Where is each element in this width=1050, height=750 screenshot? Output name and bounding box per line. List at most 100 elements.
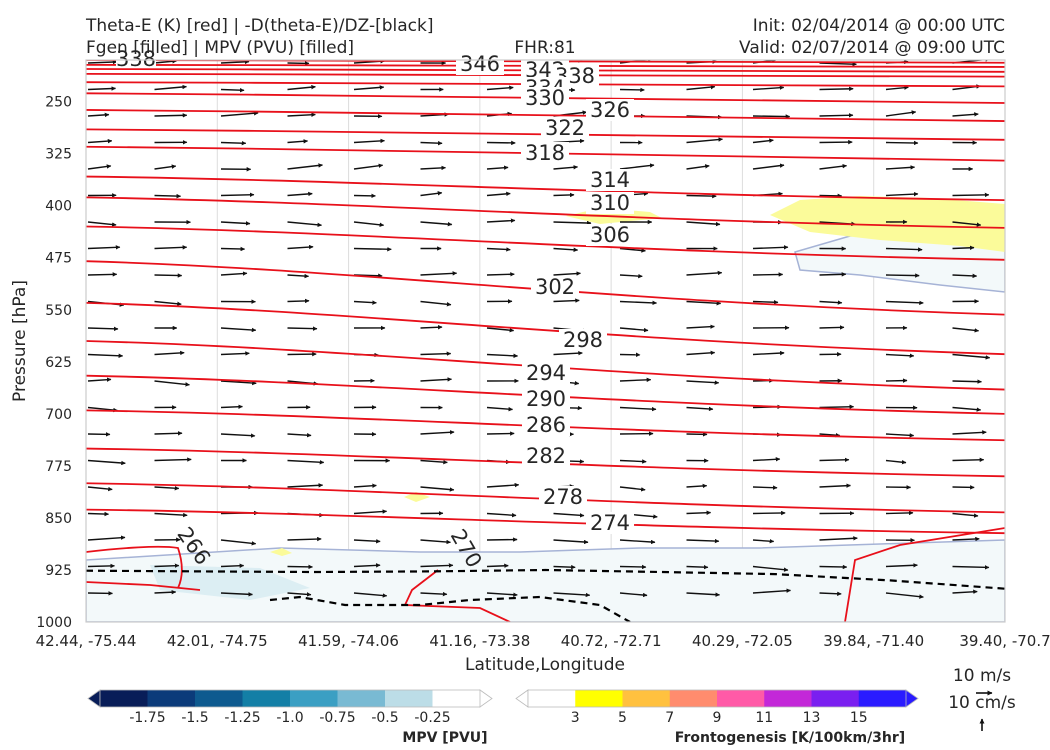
wind-vector (287, 191, 313, 197)
contour-label-bg (586, 169, 634, 191)
colorbar-tick-label: 13 (803, 710, 821, 726)
colorbar-tick-label: -1.75 (129, 710, 165, 726)
wind-vector (486, 327, 515, 333)
contour-label-bg (522, 362, 570, 384)
theta-e-contour (86, 374, 1005, 415)
wind-vector (420, 221, 453, 227)
wind-vector (353, 221, 385, 228)
theta-e-contour (86, 225, 1005, 261)
wind-vector (220, 221, 251, 226)
wind-vector (619, 592, 648, 598)
wind-vector (420, 430, 455, 435)
colorbar-outline (527, 689, 907, 708)
contour-label: 278 (543, 485, 583, 509)
contour-label-bg (541, 117, 589, 139)
wind-vector (220, 539, 257, 546)
colorbar-tick-label: 9 (713, 710, 722, 726)
wind-vector (486, 218, 516, 223)
wind-vector (420, 140, 443, 146)
colorbar-segment (669, 690, 718, 707)
theta-e-contour (86, 260, 1005, 316)
wind-vector (885, 353, 915, 358)
wind-vector (686, 164, 710, 170)
wind-vector (619, 406, 657, 412)
fgen-colorbar: 3 5 7 9 11 13 15 (515, 689, 919, 726)
contour-label: 310 (590, 191, 630, 215)
theta-e-contour (86, 81, 1005, 88)
wind-vector (686, 193, 717, 199)
contour-label: 330 (525, 86, 565, 110)
colorbar-tick-label: 7 (665, 710, 674, 726)
wind-vector (353, 539, 381, 544)
wind-vector (819, 86, 854, 92)
mpv-colorbar-label: MPV [PVU] (402, 730, 487, 746)
wind-vector (420, 459, 448, 465)
x-tick-label: 40.29, -72.05 (692, 632, 793, 650)
wind-vector (752, 538, 775, 544)
contour-label-bg (521, 142, 569, 164)
wind-vector (154, 485, 180, 491)
wind-vector (87, 112, 110, 118)
y-tick-label: 1000 (36, 615, 72, 631)
mpv-fill-pocket (150, 565, 310, 600)
wind-vector (952, 457, 985, 463)
wind-vector (952, 430, 987, 435)
wind-vector (87, 272, 118, 277)
wind-vector (553, 564, 576, 570)
wind-vector (420, 165, 446, 171)
wind-vector (87, 221, 117, 227)
wind-vector (952, 327, 980, 333)
wind-vector (686, 350, 716, 356)
wind-vector (819, 300, 843, 305)
dtheta-dz-contour-line (86, 568, 1005, 590)
y-tick-label: 850 (45, 511, 72, 527)
colorbar-tick-label: -1.5 (181, 710, 208, 726)
mpv-fill-surface (86, 539, 1005, 622)
wind-vector (154, 113, 188, 118)
wind-vector (87, 535, 126, 541)
wind-vector (154, 193, 182, 199)
wind-vector (952, 589, 978, 595)
mpv-colorbar: -1.75 -1.5 -1.25 -1.0 -0.75 -0.5 -0.25 (87, 689, 493, 726)
wind-vector (819, 163, 848, 170)
wind-vector (87, 164, 112, 170)
wind-vector (619, 247, 646, 253)
wind-vector (87, 511, 109, 517)
wind-vector (619, 273, 643, 279)
wind-vector (287, 432, 312, 438)
x-tick-label: 42.01, -74.75 (167, 632, 268, 650)
wind-vector (553, 271, 581, 276)
y-tick-label: 925 (45, 563, 72, 579)
wind-vector (486, 482, 520, 488)
wind-vector (486, 592, 518, 597)
wind-vector (154, 84, 187, 91)
wind-vector (486, 272, 515, 277)
wind-vector (287, 459, 325, 465)
contour-label: 286 (526, 413, 566, 437)
wind-vector (819, 272, 847, 277)
y-tick-label: 250 (45, 95, 72, 111)
wind-vector (885, 459, 907, 465)
wind-vector (885, 510, 914, 516)
contour-label-bg (586, 99, 634, 121)
wind-vector (287, 298, 310, 304)
wind-vector (220, 380, 257, 386)
wind-vector (553, 165, 579, 170)
wind-vector (553, 192, 575, 198)
x-tick-label: 41.16, -73.38 (429, 632, 530, 650)
wind-vector (154, 589, 177, 595)
contour-label-bg (522, 445, 570, 467)
wind-vector (154, 60, 177, 64)
wind-vector (353, 247, 392, 252)
wind-vector (553, 298, 580, 303)
wind-vector (220, 140, 247, 146)
wind-vector (353, 300, 377, 305)
colorbar-tick-label: 11 (755, 710, 773, 726)
contour-label: 290 (526, 387, 566, 411)
x-axis-label: Latitude,Longitude (465, 655, 625, 675)
wind-vector (952, 512, 979, 518)
wind-vector (87, 377, 112, 382)
wind-vector (87, 353, 124, 358)
theta-e-contour (86, 301, 1005, 356)
